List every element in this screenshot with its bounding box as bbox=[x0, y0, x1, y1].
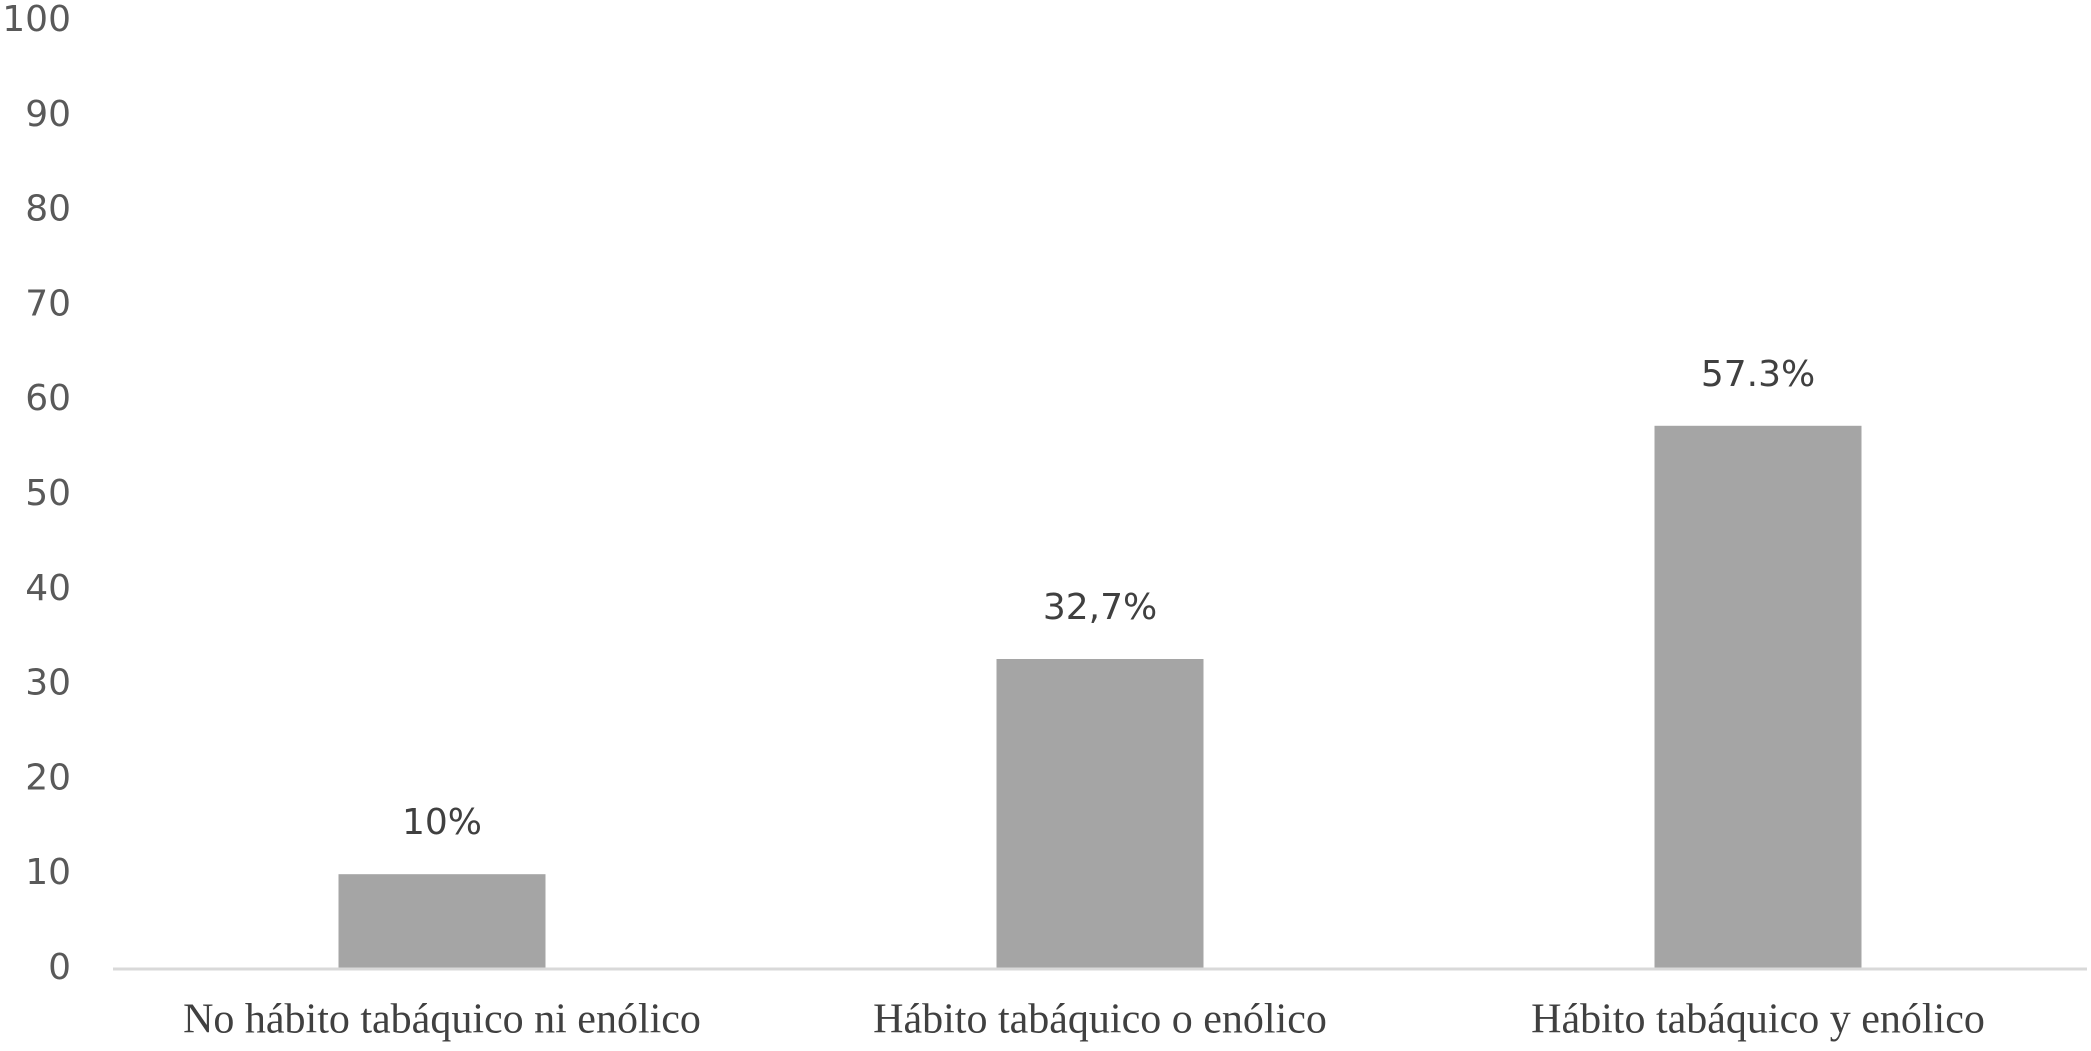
value-label: 57.3% bbox=[1701, 354, 1815, 395]
y-tick-label: 40 bbox=[25, 568, 71, 609]
bar bbox=[1654, 425, 1862, 969]
y-tick-label: 10 bbox=[25, 852, 71, 893]
x-tick-label: Hábito tabáquico y enólico bbox=[1531, 997, 1985, 1043]
value-label: 32,7% bbox=[1043, 587, 1157, 628]
bar bbox=[996, 659, 1204, 969]
y-tick-label: 20 bbox=[25, 757, 71, 798]
y-tick-label: 70 bbox=[25, 283, 71, 324]
y-tick-label: 0 bbox=[48, 947, 71, 988]
y-tick-label: 60 bbox=[25, 378, 71, 419]
y-tick-label: 80 bbox=[25, 189, 71, 230]
x-tick-label: Hábito tabáquico o enólico bbox=[873, 997, 1327, 1043]
bar bbox=[338, 874, 546, 969]
y-tick-label: 30 bbox=[25, 663, 71, 704]
value-label: 10% bbox=[402, 802, 482, 843]
y-tick-label: 100 bbox=[2, 0, 71, 40]
y-tick-label: 50 bbox=[25, 473, 71, 514]
x-tick-label: No hábito tabáquico ni enólico bbox=[183, 997, 701, 1043]
y-tick-label: 90 bbox=[25, 94, 71, 135]
